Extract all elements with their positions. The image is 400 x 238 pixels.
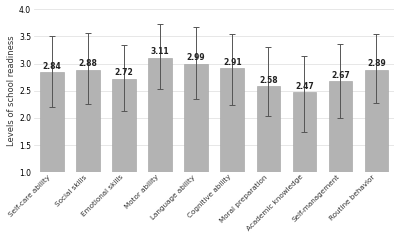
Text: 2.99: 2.99 xyxy=(187,54,206,62)
Text: 2.91: 2.91 xyxy=(223,58,242,67)
Y-axis label: Levels of school readiness: Levels of school readiness xyxy=(7,35,16,146)
Bar xyxy=(292,92,316,173)
Text: 2.47: 2.47 xyxy=(295,82,314,91)
Text: 2.88: 2.88 xyxy=(78,60,98,68)
Bar xyxy=(76,70,100,173)
Text: 2.67: 2.67 xyxy=(331,71,350,80)
Bar xyxy=(184,64,208,173)
Bar xyxy=(329,81,352,173)
Bar xyxy=(112,79,136,173)
Bar xyxy=(40,72,64,173)
Bar xyxy=(220,68,244,173)
Text: 3.11: 3.11 xyxy=(151,47,170,56)
Bar xyxy=(256,86,280,173)
Bar xyxy=(148,58,172,173)
Text: 2.84: 2.84 xyxy=(42,62,61,71)
Bar xyxy=(365,69,388,173)
Text: 2.72: 2.72 xyxy=(115,68,134,77)
Text: 2.58: 2.58 xyxy=(259,76,278,85)
Text: 2.89: 2.89 xyxy=(367,59,386,68)
